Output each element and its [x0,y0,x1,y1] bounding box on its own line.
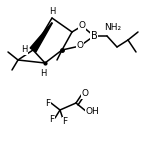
Text: O: O [78,21,85,31]
Text: B: B [91,31,97,41]
Text: O: O [81,90,88,98]
Text: OH: OH [85,107,99,116]
Text: O: O [76,41,83,50]
Text: F: F [45,98,51,107]
Text: H: H [21,45,27,55]
Text: F: F [62,117,67,126]
Text: H: H [40,69,46,78]
Text: NH₂: NH₂ [104,22,122,31]
Text: F: F [49,116,55,124]
Text: H: H [49,7,55,16]
Polygon shape [30,23,52,52]
